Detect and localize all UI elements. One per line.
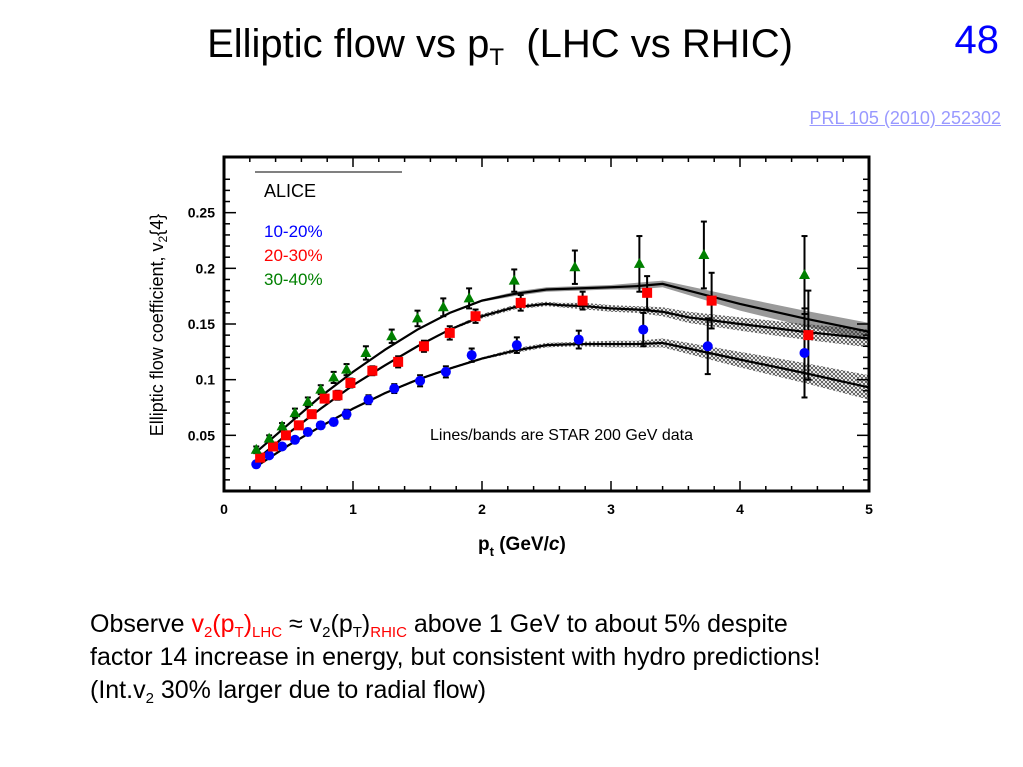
data-point-square bbox=[577, 295, 588, 306]
reference-link[interactable]: PRL 105 (2010) 252302 bbox=[809, 108, 1001, 128]
data-point-circle bbox=[415, 375, 426, 386]
data-point-square bbox=[470, 311, 481, 322]
data-point-square bbox=[319, 393, 330, 404]
v2-lhc-term: v2(pT)LHC bbox=[191, 610, 283, 641]
data-point-circle bbox=[440, 366, 451, 377]
data-point-square bbox=[642, 287, 653, 298]
data-point-square bbox=[255, 452, 266, 463]
y-axis-label: Elliptic flow coefficient, v2{4} bbox=[147, 214, 170, 436]
data-point-circle bbox=[363, 394, 374, 405]
data-point-square bbox=[367, 365, 378, 376]
data-point-triangle bbox=[360, 346, 372, 357]
v2-pt-chart: 0 1 2 3 4 5 0.05 0.1 0.15 0.2 0.25 ALICE 10-20% 2… bbox=[147, 155, 873, 559]
data-point-triangle bbox=[315, 383, 327, 394]
legend-entry-30-40: 30-40% bbox=[264, 270, 323, 289]
y-tick-label: 0.05 bbox=[188, 427, 215, 443]
legend-entry-10-20: 10-20% bbox=[264, 222, 323, 241]
x-tick-label: 2 bbox=[478, 501, 486, 517]
data-point-triangle bbox=[250, 443, 262, 454]
x-tick-labels: 0 1 2 3 4 5 bbox=[220, 501, 873, 517]
data-point-circle bbox=[277, 441, 288, 452]
data-point-square bbox=[306, 409, 317, 420]
data-point-circle bbox=[315, 420, 326, 431]
data-point-circle bbox=[328, 416, 339, 427]
data-point-triangle bbox=[341, 363, 353, 374]
data-point-triangle bbox=[328, 371, 340, 382]
data-point-square bbox=[280, 430, 291, 441]
x-tick-label: 3 bbox=[607, 501, 615, 517]
data-point-square bbox=[515, 297, 526, 308]
slide-title: Elliptic flow vs pT (LHC vs RHIC) bbox=[207, 22, 793, 71]
v2-rhic-term: v2(pT)RHIC bbox=[309, 610, 407, 641]
data-point-triangle bbox=[263, 432, 275, 443]
data-point-triangle bbox=[302, 395, 314, 406]
data-markers bbox=[250, 248, 814, 470]
data-point-circle bbox=[466, 350, 477, 361]
data-point-circle bbox=[389, 383, 400, 394]
data-point-square bbox=[268, 441, 279, 452]
data-point-square bbox=[332, 390, 343, 401]
data-point-triangle bbox=[633, 257, 645, 268]
data-point-square bbox=[706, 295, 717, 306]
caption-line-3: (Int.v2 30% larger due to radial flow) bbox=[90, 676, 487, 707]
caption-line-2: factor 14 increase in energy, but consis… bbox=[90, 643, 821, 671]
data-point-square bbox=[418, 341, 429, 352]
caption-line-1: Observe v2(pT)LHC ≈ v2(pT)RHIC above 1 G… bbox=[90, 610, 788, 641]
slide-number: 48 bbox=[954, 18, 1000, 62]
x-tick-label: 4 bbox=[736, 501, 744, 517]
y-tick-label: 0.1 bbox=[196, 372, 216, 388]
data-point-square bbox=[393, 356, 404, 367]
data-point-triangle bbox=[412, 312, 423, 323]
data-point-square bbox=[803, 330, 814, 341]
data-point-square bbox=[444, 327, 455, 338]
data-point-triangle bbox=[698, 248, 710, 259]
data-point-circle bbox=[341, 409, 352, 420]
data-point-triangle bbox=[289, 407, 301, 418]
slide-caption: Observe v2(pT)LHC ≈ v2(pT)RHIC above 1 G… bbox=[90, 608, 1010, 707]
legend-entry-20-30: 20-30% bbox=[264, 246, 323, 265]
axis-ticks bbox=[223, 157, 870, 491]
data-point-circle bbox=[638, 324, 649, 335]
data-point-circle bbox=[799, 347, 810, 358]
chart-annotation: Lines/bands are STAR 200 GeV data bbox=[430, 427, 693, 444]
data-point-square bbox=[345, 378, 356, 389]
data-point-square bbox=[293, 420, 304, 431]
data-point-triangle bbox=[437, 301, 449, 312]
x-tick-label: 0 bbox=[220, 501, 228, 517]
y-tick-labels: 0.05 0.1 0.15 0.2 0.25 bbox=[188, 205, 215, 444]
data-point-triangle bbox=[386, 330, 398, 341]
data-point-triangle bbox=[276, 420, 288, 431]
data-point-triangle bbox=[463, 292, 475, 303]
data-point-circle bbox=[289, 434, 300, 445]
y-tick-label: 0.25 bbox=[188, 205, 215, 221]
x-tick-label: 1 bbox=[349, 501, 357, 517]
data-point-circle bbox=[264, 450, 275, 461]
data-point-triangle bbox=[508, 274, 520, 285]
x-tick-label: 5 bbox=[865, 501, 873, 517]
data-point-circle bbox=[302, 426, 313, 437]
data-point-circle bbox=[573, 334, 584, 345]
data-point-triangle bbox=[799, 269, 810, 280]
data-point-circle bbox=[511, 340, 522, 351]
x-axis-label: pt (GeV/c) bbox=[478, 534, 566, 559]
data-point-triangle bbox=[569, 261, 581, 272]
y-tick-label: 0.15 bbox=[188, 316, 215, 332]
data-point-circle bbox=[702, 341, 713, 352]
legend-title: ALICE bbox=[264, 181, 316, 201]
y-tick-label: 0.2 bbox=[196, 260, 216, 276]
